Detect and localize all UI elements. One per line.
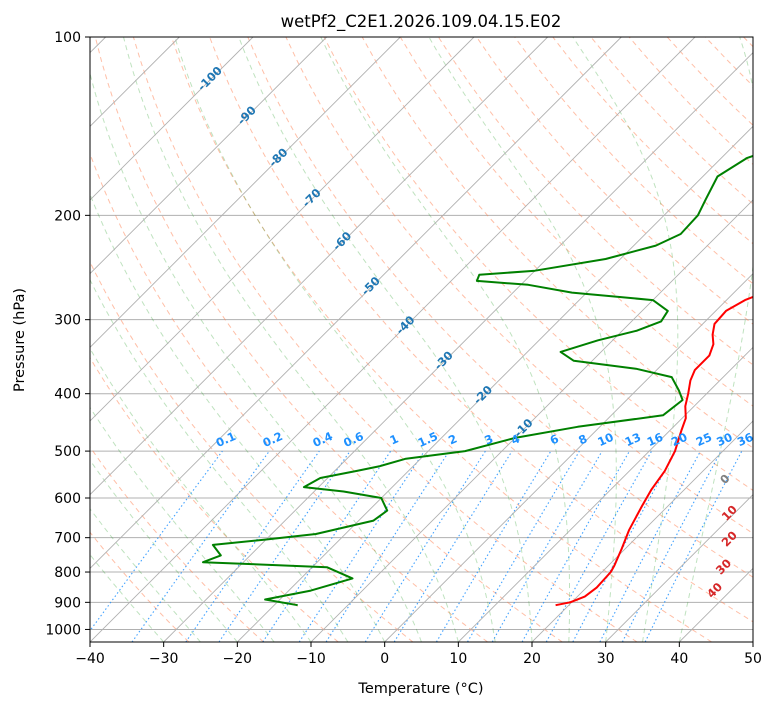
isotherm-line [310, 199, 753, 642]
moist-adiabat [174, 37, 496, 642]
y-tick-label: 1000 [45, 622, 81, 638]
mixing-ratio-label: 16 [645, 430, 665, 449]
mixing-ratio-line [298, 450, 425, 642]
moist-adiabat [90, 71, 422, 642]
x-axis-label: Temperature (°C) [357, 681, 483, 697]
mixing-ratio-line [572, 450, 677, 642]
x-tick-label: 30 [597, 651, 615, 667]
mixing-ratio-label: 13 [623, 430, 643, 449]
y-tick-label: 700 [54, 531, 81, 547]
moist-adiabat [90, 192, 386, 642]
mixing-ratio-label: 30 [714, 430, 734, 449]
temperature-profile [555, 295, 753, 607]
isotherm-line [384, 273, 753, 642]
grid-layer [90, 37, 753, 630]
chart-title: wetPf2_C2E1.2026.109.04.15.E02 [281, 12, 562, 32]
dry-adiabat [90, 446, 264, 642]
y-axis-label: Pressure (hPa) [12, 288, 28, 392]
moist-adiabat [90, 278, 349, 642]
dry-adiabat [209, 37, 753, 623]
y-tick-label: 100 [54, 30, 81, 46]
y-tick-label: 500 [54, 444, 81, 460]
moist-adiabats [90, 37, 753, 642]
moist-adiabat [90, 406, 275, 642]
isotherm-line [90, 37, 475, 422]
isotherm-line [605, 494, 753, 642]
plot-area [90, 37, 753, 642]
mixing-ratio-line [545, 450, 653, 642]
mixing-ratio-line [131, 450, 270, 642]
mixing-ratio-line [393, 450, 513, 642]
x-tick-label: −30 [149, 651, 179, 667]
moist-adiabat [90, 553, 165, 642]
moist-adiabat [90, 507, 201, 642]
y-tick-label: 300 [54, 313, 81, 329]
dry-adiabat [90, 531, 190, 642]
isotherm-line [90, 37, 622, 569]
y-tick-label: 200 [54, 208, 81, 224]
y-tick-label: 400 [54, 387, 81, 403]
dry-adiabat [399, 37, 753, 407]
mixing-ratio-line [90, 450, 223, 632]
mixing-ratio-label: 10 [595, 430, 615, 449]
x-tick-label: 0 [380, 651, 389, 667]
isotherm-line [163, 52, 753, 642]
isotherms [90, 37, 753, 642]
y-tick-label: 900 [54, 595, 81, 611]
isotherm-line [90, 37, 696, 642]
plot-frame [89, 36, 754, 643]
moist-adiabat [90, 459, 238, 642]
dry-adiabat [90, 356, 339, 642]
dry-adiabat [94, 37, 563, 642]
y-tick-label: 800 [54, 565, 81, 581]
mixing-ratio-line [325, 450, 450, 642]
dry-adiabat [247, 37, 753, 578]
profile-lines [202, 154, 753, 607]
moist-adiabat [572, 37, 679, 642]
dry-adiabat [171, 37, 712, 642]
mixing-ratio-line [218, 450, 351, 642]
x-tick-label: 50 [744, 651, 762, 667]
dry-adiabat [514, 37, 753, 285]
moist-adiabat [428, 37, 617, 642]
dewpoint-profile [202, 154, 753, 607]
mixing-ratio-line [185, 450, 320, 642]
isotherm-line [458, 346, 753, 642]
mixing-ratio-line [644, 450, 743, 642]
x-tick-label: 20 [523, 651, 541, 667]
x-tick-label: −20 [223, 651, 253, 667]
isotherm-line [531, 420, 753, 642]
mixing-ratio-label: 36 [735, 430, 755, 449]
mixing-ratio-line [521, 450, 630, 642]
x-tick-label: 40 [670, 651, 688, 667]
isotherm-line [752, 641, 753, 642]
isotherm-line [90, 37, 548, 496]
x-tick-label: 10 [449, 651, 467, 667]
moist-adiabat [238, 37, 533, 642]
isotherm-line [90, 37, 327, 275]
moist-adiabat [90, 347, 312, 642]
x-tick-label: −10 [296, 651, 326, 667]
dry-adiabat [361, 37, 753, 449]
moist-adiabat [123, 37, 459, 642]
axis-ticks: −40 −30 −20 −10 0 10 20 30 40 50 100 200 300 400 500 60… [45, 30, 762, 667]
x-tick-label: −40 [75, 651, 105, 667]
y-tick-label: 600 [54, 491, 81, 507]
isotherm-line [90, 37, 254, 201]
isotherm-line [90, 37, 401, 348]
isotherm-line [237, 125, 753, 642]
mixing-ratio-label: 25 [694, 430, 714, 449]
mixing-ratio-label: 20 [669, 430, 689, 449]
